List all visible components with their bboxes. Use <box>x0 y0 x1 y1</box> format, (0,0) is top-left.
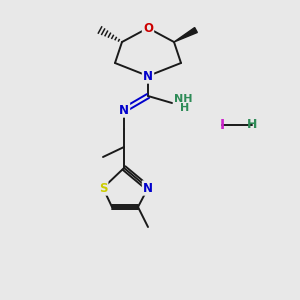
Text: N: N <box>119 103 129 116</box>
Text: NH: NH <box>174 94 193 104</box>
Text: N: N <box>143 182 153 194</box>
Text: I: I <box>219 118 225 132</box>
Text: N: N <box>143 182 153 194</box>
Text: N: N <box>119 103 129 116</box>
Text: N: N <box>143 70 153 83</box>
Text: O: O <box>143 22 153 34</box>
Polygon shape <box>174 28 197 42</box>
Text: N: N <box>143 70 153 83</box>
Text: H: H <box>247 118 257 131</box>
Text: S: S <box>99 182 107 194</box>
Text: S: S <box>99 182 107 194</box>
Text: O: O <box>143 22 153 34</box>
Text: H: H <box>180 103 189 113</box>
